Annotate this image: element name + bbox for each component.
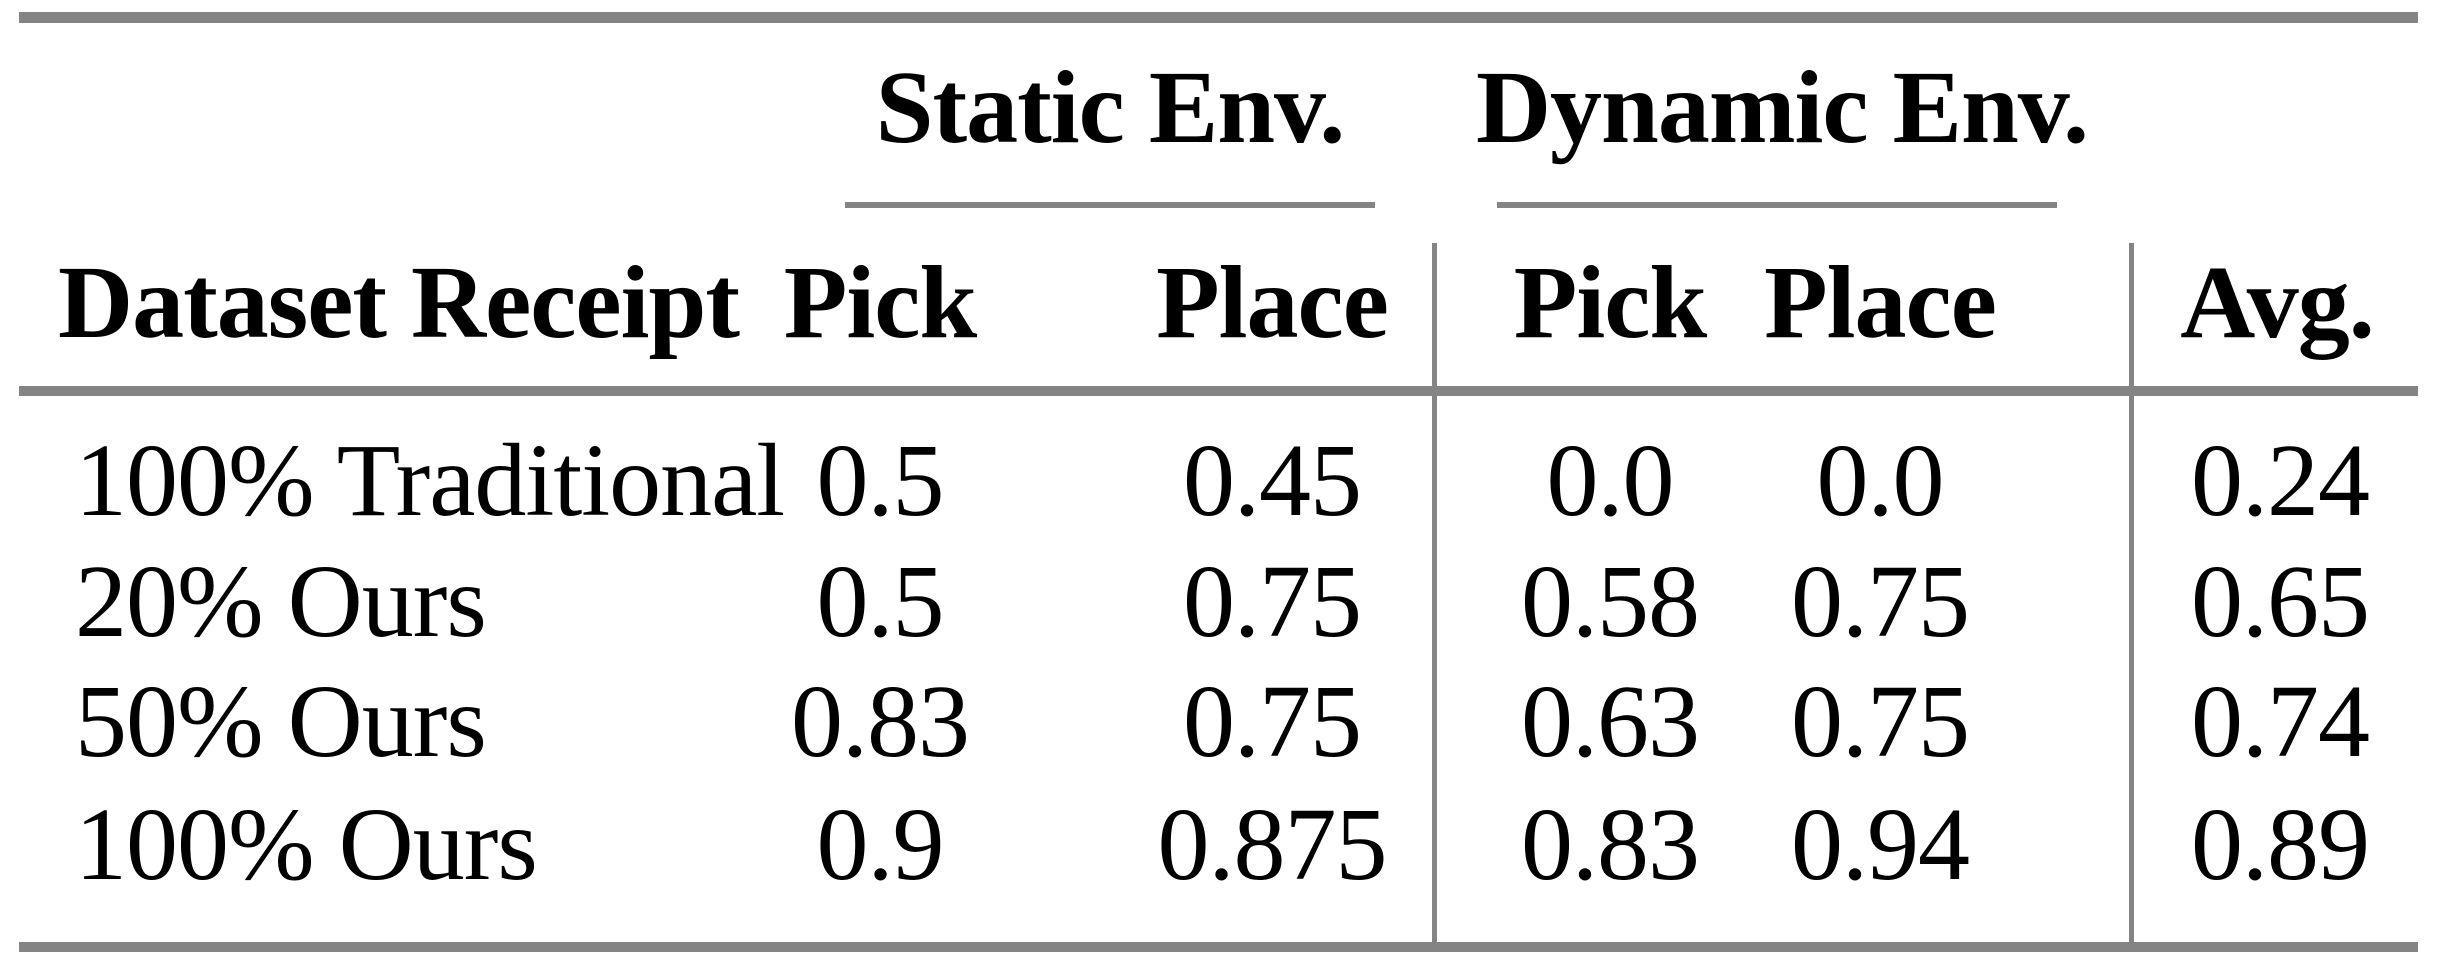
cell-dynamic-pick: 0.63 [1521, 664, 1700, 779]
table-top-rule [19, 12, 2418, 23]
cell-avg: 0.89 [2191, 787, 2370, 902]
cell-avg: 0.74 [2191, 664, 2370, 779]
col-header-dynamic-pick: Pick [1513, 245, 1707, 360]
vertical-separator-static-dynamic [1432, 243, 1437, 942]
cell-avg: 0.24 [2191, 423, 2370, 538]
cell-static-place: 0.875 [1157, 787, 1388, 902]
row-label: 20% Ours [75, 544, 487, 659]
col-header-static-place: Place [1156, 245, 1389, 360]
static-env-cmidrule [845, 202, 1375, 208]
cell-static-place: 0.75 [1183, 544, 1362, 659]
table-bottom-rule [19, 942, 2418, 952]
cell-static-pick: 0.9 [816, 787, 945, 902]
table-mid-rule [19, 386, 2418, 396]
cell-static-pick: 0.83 [791, 664, 970, 779]
cell-dynamic-place: 0.75 [1791, 664, 1970, 779]
dynamic-env-cmidrule [1497, 202, 2057, 208]
cell-dynamic-place: 0.94 [1791, 787, 1970, 902]
col-header-dynamic-place: Place [1764, 245, 1997, 360]
row-label: 100% Traditional [75, 423, 785, 538]
cell-static-place: 0.75 [1183, 664, 1362, 779]
cell-static-pick: 0.5 [816, 544, 945, 659]
cell-static-place: 0.45 [1183, 423, 1362, 538]
cell-static-pick: 0.5 [816, 423, 945, 538]
col-header-static-pick: Pick [783, 245, 977, 360]
row-label: 100% Ours [75, 787, 538, 902]
vertical-separator-dynamic-avg [2129, 243, 2134, 942]
col-header-avg: Avg. [2180, 245, 2374, 360]
group-header-static-env: Static Env. [875, 50, 1346, 165]
col-header-dataset-receipt: Dataset Receipt [58, 245, 740, 360]
row-label: 50% Ours [75, 664, 487, 779]
cell-dynamic-pick: 0.0 [1546, 423, 1675, 538]
cell-avg: 0.65 [2191, 544, 2370, 659]
group-header-dynamic-env: Dynamic Env. [1475, 50, 2089, 165]
cell-dynamic-pick: 0.83 [1521, 787, 1700, 902]
cell-dynamic-place: 0.0 [1816, 423, 1945, 538]
cell-dynamic-place: 0.75 [1791, 544, 1970, 659]
cell-dynamic-pick: 0.58 [1521, 544, 1700, 659]
